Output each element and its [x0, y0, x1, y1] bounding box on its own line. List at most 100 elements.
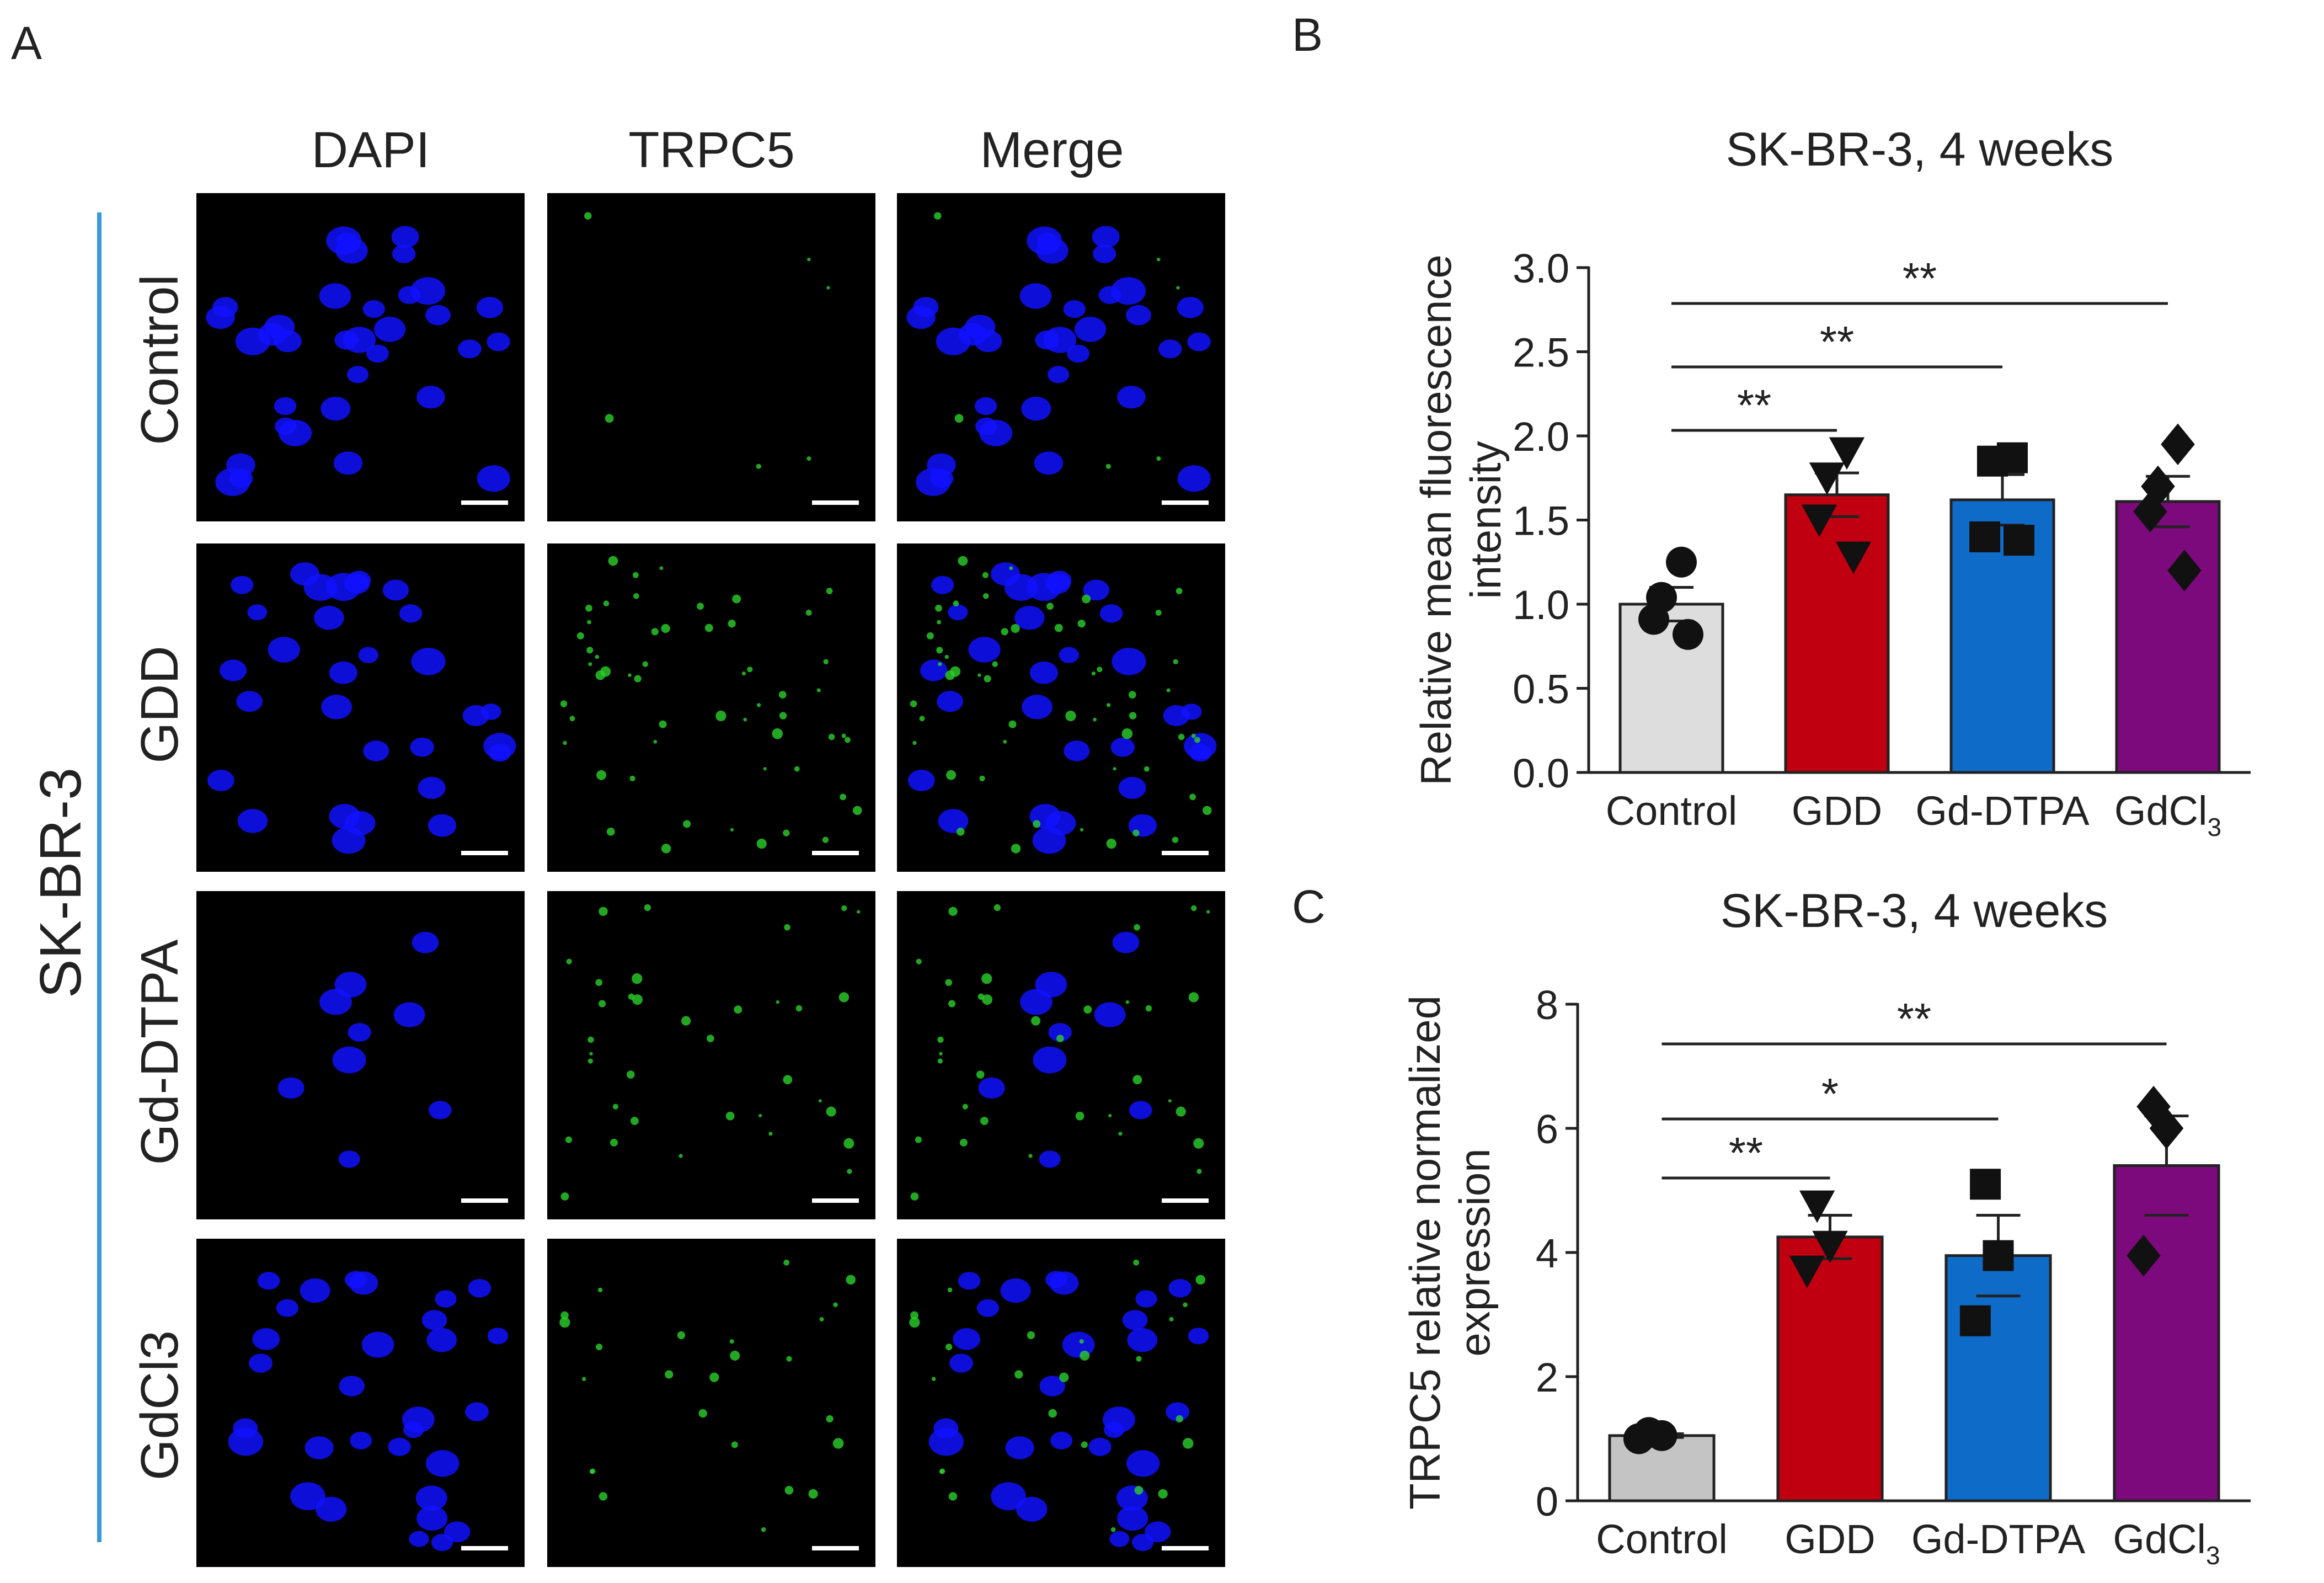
y-tick-label: 1.0	[1513, 582, 1569, 628]
y-tick-label: 6	[1536, 1106, 1558, 1152]
significance-label: **	[1737, 381, 1771, 430]
data-point	[1959, 1305, 1991, 1336]
bar-gdd	[1776, 1235, 1884, 1502]
scale-bar	[461, 500, 508, 505]
data-point	[1829, 437, 1865, 470]
x-tick-label: GDD	[1785, 1516, 1875, 1562]
chart-title: SK-BR-3, 4 weeks	[1721, 884, 2108, 937]
y-tick-label: 0.0	[1513, 750, 1569, 796]
y-tick-label: 0	[1536, 1479, 1558, 1525]
cell-line-label: SK-BR-3	[28, 767, 93, 999]
bar-control	[1618, 603, 1724, 774]
scale-bar	[461, 1198, 508, 1203]
chart-title: SK-BR-3, 4 weeks	[1726, 123, 2114, 176]
micrograph-gd-dtpa-dapi	[196, 891, 525, 1219]
x-tick-label: GdCl3	[2114, 788, 2221, 841]
data-point	[1673, 619, 1703, 650]
x-tick-label: Control	[1596, 1516, 1728, 1562]
micrograph-gdcl3-dapi	[196, 1239, 525, 1567]
data-point	[1835, 541, 1872, 574]
data-point	[2149, 1107, 2184, 1149]
y-tick-label: 8	[1536, 982, 1558, 1028]
cell-line-bracket	[97, 212, 101, 1542]
column-header-merge: Merge	[980, 122, 1124, 178]
micrograph-control-dapi	[196, 193, 525, 521]
bar-gdcl3	[2115, 500, 2221, 774]
row-label-gd-dtpa: Gd-DTPA	[130, 939, 189, 1165]
data-point	[1623, 1423, 1654, 1454]
data-point	[1977, 445, 2008, 477]
scale-bar	[461, 1546, 508, 1550]
y-tick-label: 2	[1536, 1355, 1558, 1400]
scale-bar	[812, 1198, 859, 1203]
x-tick-label: Gd-DTPA	[1915, 788, 2090, 834]
y-tick-label: 0.5	[1513, 667, 1569, 712]
scale-bar	[1162, 1546, 1209, 1550]
scale-bar	[812, 1546, 859, 1550]
scale-bar	[1162, 500, 1209, 505]
scale-bar	[1162, 851, 1209, 855]
panel-letter-c: C	[1292, 881, 1326, 932]
y-tick-label: 2.5	[1513, 330, 1569, 376]
scale-bar	[812, 851, 859, 855]
micrograph-control-trpc5	[547, 193, 875, 521]
panel-letter-b: B	[1292, 9, 1323, 61]
micrograph-gdd-trpc5	[547, 543, 875, 872]
data-point	[2133, 491, 2167, 533]
data-point	[1812, 1230, 1848, 1264]
column-header-dapi: DAPI	[311, 122, 430, 178]
y-tick-label: 4	[1536, 1230, 1558, 1276]
significance-label: **	[1903, 254, 1937, 303]
significance-label: **	[1729, 1128, 1763, 1177]
scale-bar	[461, 851, 508, 855]
scale-bar	[1162, 1198, 1209, 1203]
y-axis-label: TRPC5 relative normalizedexpression	[1401, 995, 1499, 1510]
micrograph-control-merge	[897, 193, 1225, 521]
micrograph-gdcl3-trpc5	[547, 1239, 875, 1567]
data-point	[2141, 465, 2175, 508]
x-tick-label: Control	[1606, 788, 1738, 834]
data-point	[2004, 525, 2034, 556]
y-tick-label: 1.5	[1513, 498, 1569, 544]
chart-c: SK-BR-3, 4 weeks 0 2 4 6 8 TRPC5 relative norm…	[1401, 884, 2251, 1570]
panel-letter-a: A	[11, 17, 42, 69]
data-point	[2136, 1085, 2171, 1128]
significance-label: **	[1820, 317, 1854, 366]
data-point	[1983, 1240, 2014, 1271]
bar-gd-dtpa	[1944, 1254, 2052, 1502]
data-point	[2161, 423, 2195, 466]
row-label-control: Control	[130, 274, 189, 445]
micrograph-gd-dtpa-trpc5	[547, 891, 875, 1219]
scale-bar	[812, 500, 859, 505]
data-point	[2127, 1234, 2161, 1277]
bar-gdcl3	[2113, 1164, 2220, 1502]
row-label-gdcl3: GdCl3	[130, 1330, 189, 1481]
micrograph-gdcl3-merge	[897, 1239, 1225, 1567]
significance-label: *	[1821, 1069, 1839, 1118]
x-tick-label: GdCl3	[2113, 1516, 2220, 1570]
data-point	[1970, 1169, 2001, 1200]
y-axis-label: Relative mean fluorescenceintensity	[1412, 254, 1510, 786]
bar-gd-dtpa	[1949, 498, 2055, 774]
data-point	[1666, 546, 1697, 578]
data-point	[1801, 504, 1837, 537]
row-label-gdd: GDD	[130, 646, 189, 764]
data-point	[1646, 1420, 1677, 1451]
bar-gdd	[1784, 493, 1890, 774]
micrograph-gd-dtpa-merge	[897, 891, 1225, 1219]
micrograph-gdd-merge	[897, 543, 1225, 872]
data-point	[1969, 521, 2000, 552]
x-tick-label: Gd-DTPA	[1911, 1516, 2086, 1562]
significance-label: **	[1897, 994, 1931, 1043]
chart-b: SK-BR-3, 4 weeks 0.0 0.5 1.0 1.5 2.0 2.5 3.0Rel…	[1412, 123, 2251, 841]
data-point	[1799, 1190, 1835, 1223]
y-tick-label: 2.0	[1513, 414, 1569, 460]
data-point	[1638, 604, 1669, 635]
data-point	[1809, 462, 1845, 495]
micrograph-gdd-dapi	[196, 543, 525, 872]
x-tick-label: GDD	[1792, 788, 1882, 834]
y-tick-label: 3.0	[1513, 246, 1569, 291]
data-point	[2167, 550, 2202, 591]
column-header-trpc5: TRPC5	[628, 122, 795, 178]
data-point	[1789, 1255, 1825, 1288]
